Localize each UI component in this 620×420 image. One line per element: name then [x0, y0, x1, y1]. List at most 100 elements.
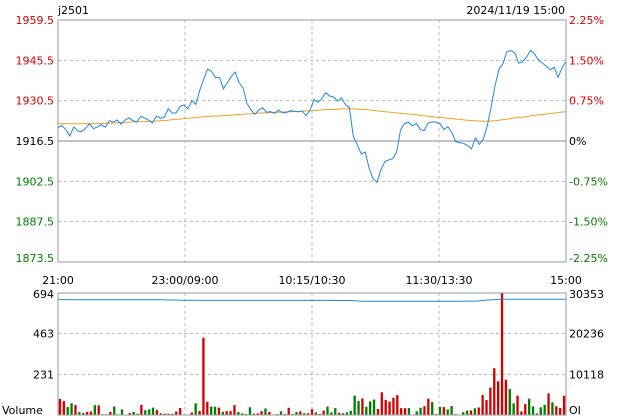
price-tick-label: 1945.5 [16, 54, 55, 67]
volume-bar [419, 407, 422, 415]
volume-bar [318, 413, 321, 415]
volume-bar [512, 403, 515, 415]
volume-bar [450, 406, 453, 415]
volume-bar [369, 401, 372, 415]
volume-bar [120, 409, 124, 415]
volume-bar [89, 411, 93, 415]
volume-bar [415, 411, 418, 415]
volume-bar [353, 395, 356, 415]
volume-bar [159, 413, 162, 415]
volume-bar [469, 410, 473, 415]
volume-bar [144, 410, 147, 415]
volume-bar [345, 412, 349, 415]
volume-bar [260, 411, 263, 415]
volume-bar [155, 410, 159, 415]
volume-bar [524, 404, 527, 415]
percent-tick-label: 2.25% [569, 14, 604, 27]
volume-bar [310, 409, 314, 415]
percent-tick-label: -1.50% [569, 216, 608, 229]
volume-bar [264, 408, 267, 415]
volume-bar [221, 411, 224, 415]
volume-bar [462, 412, 465, 415]
volume-tick-label: 231 [33, 368, 54, 381]
volume-bar [93, 405, 97, 415]
volume-bar [74, 404, 77, 415]
volume-bar [194, 403, 197, 415]
volume-bar [431, 401, 434, 415]
percent-tick-label: 0.75% [569, 95, 604, 108]
open-interest-line [58, 298, 566, 302]
volume-bar [206, 401, 209, 415]
volume-bar [248, 407, 252, 415]
volume-bar [365, 406, 368, 415]
volume-bar [151, 407, 155, 415]
price-tick-label: 1930.5 [16, 95, 55, 108]
volume-bar [446, 409, 449, 415]
timestamp-label: 2024/11/19 15:00 [466, 4, 565, 17]
price-panel-frame [57, 19, 567, 263]
volume-panel-frame [57, 292, 567, 416]
volume-bar [113, 406, 116, 415]
price-tick-label: 1902.5 [16, 175, 55, 188]
volume-bar [516, 395, 519, 415]
volume-bar [520, 411, 523, 415]
volume-bar [372, 399, 376, 415]
volume-bar [303, 413, 306, 415]
volume-bar [555, 406, 558, 415]
volume-bar [163, 413, 166, 415]
volume-bar [210, 406, 213, 415]
volume-bar [252, 413, 255, 415]
volume-bar [136, 413, 139, 415]
volume-bar [299, 411, 302, 415]
volume-bars [58, 293, 566, 415]
volume-bar [167, 413, 170, 415]
volume-bar [291, 413, 294, 415]
oi-axis-label: OI [569, 404, 581, 417]
volume-bar [190, 412, 193, 415]
volume-bar [543, 404, 546, 415]
volume-bar [528, 398, 531, 415]
volume-bar [295, 412, 298, 415]
price-tick-label: 1887.5 [16, 216, 55, 229]
volume-bar [140, 404, 143, 415]
volume-bar [198, 410, 201, 415]
volume-bar [407, 407, 411, 415]
volume-bar [66, 407, 69, 415]
volume-bar [229, 411, 232, 415]
volume-bar [539, 407, 542, 415]
volume-bar [279, 411, 283, 415]
volume-bar [388, 401, 391, 415]
volume-bar [82, 413, 85, 415]
oi-tick-label: 30353 [569, 288, 604, 301]
volume-bar [442, 407, 446, 415]
price-line [57, 49, 567, 184]
volume-bar [233, 405, 236, 415]
average-price-line [58, 108, 567, 125]
volume-bar [132, 411, 135, 415]
volume-bar [171, 413, 174, 415]
volume-bar [326, 406, 329, 415]
oi-tick-label: 20236 [569, 328, 604, 341]
volume-bar [58, 398, 62, 415]
percent-tick-label: 1.50% [569, 54, 604, 67]
volume-bar [237, 412, 240, 415]
volume-bar [268, 412, 271, 415]
volume-bar [349, 410, 352, 415]
volume-bar [400, 408, 403, 415]
volume-bar [508, 388, 511, 415]
volume-bar [341, 413, 345, 415]
volume-bar [213, 406, 217, 415]
volume-bar [202, 337, 205, 415]
time-tick-label: 10:15/10:30 [278, 274, 345, 287]
volume-bar [481, 394, 484, 415]
volume-tick-label: 694 [33, 288, 54, 301]
volume-bar [423, 406, 426, 415]
volume-bar [287, 407, 290, 415]
volume-bar [427, 398, 430, 415]
volume-bar [217, 407, 221, 415]
volume-bar [357, 400, 360, 415]
volume-bar [485, 400, 488, 415]
volume-bar [384, 399, 387, 415]
volume-grid [58, 293, 566, 415]
